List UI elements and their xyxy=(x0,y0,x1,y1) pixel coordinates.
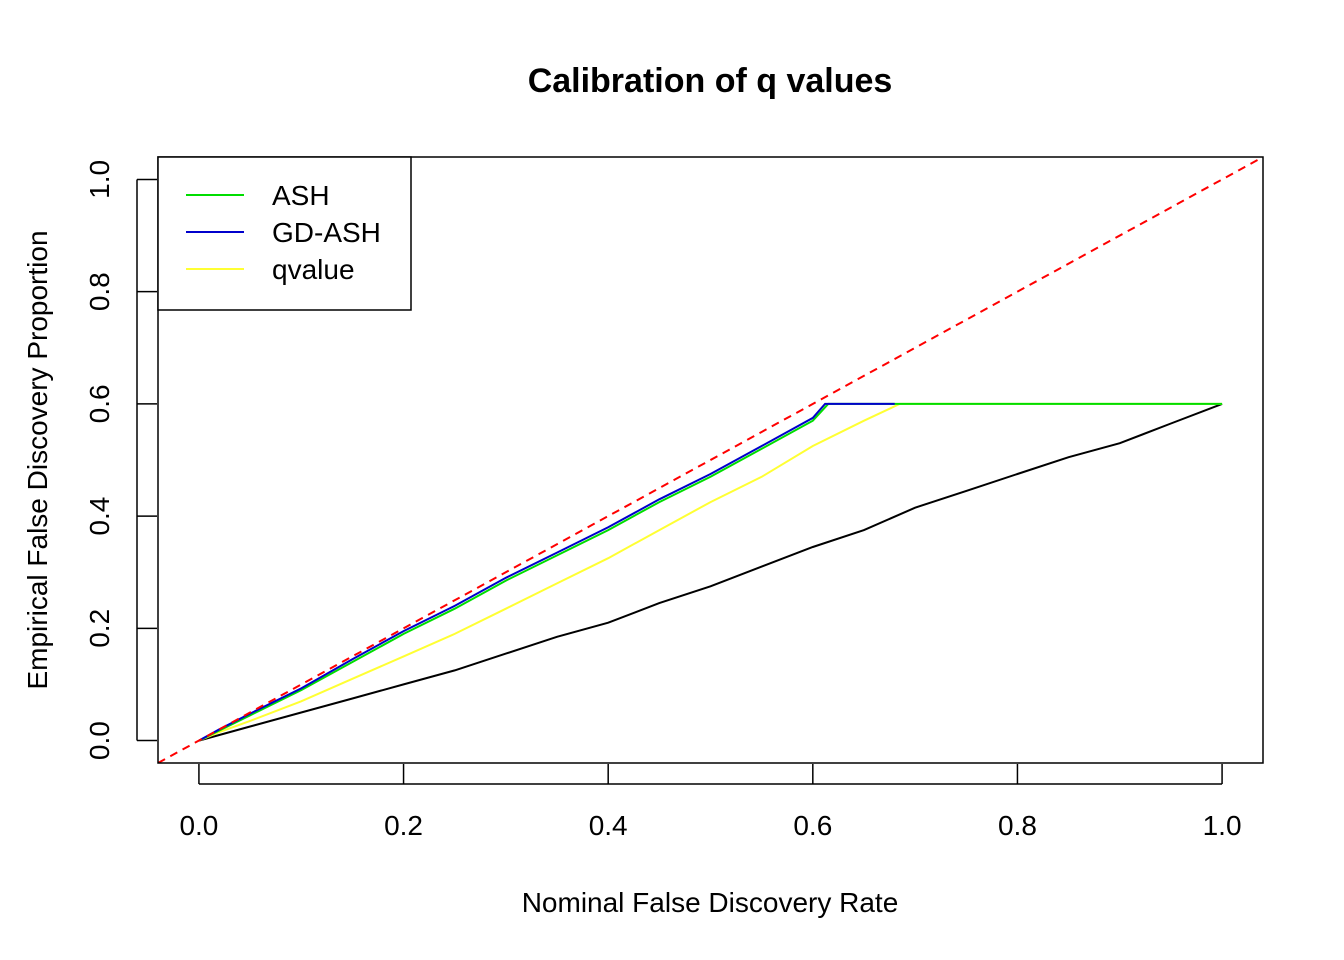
x-tick-label: 0.4 xyxy=(589,810,628,841)
x-tick-label: 0.2 xyxy=(384,810,423,841)
series-line-qvalue xyxy=(198,402,1223,742)
series-line-reference-diagonal xyxy=(158,157,1263,763)
x-tick-label: 0.8 xyxy=(998,810,1037,841)
legend-box xyxy=(157,156,412,311)
legend-label-ash: ASH xyxy=(272,180,330,211)
axes-layer: 0.0 0.2 0.4 0.6 0.8 1.0 0.0 0.2 0.4 0.6 0.8 1.0 xyxy=(84,156,1264,841)
y-tick-label: 0.6 xyxy=(84,384,115,423)
series-line-ash xyxy=(198,402,1223,742)
x-tick-label: 1.0 xyxy=(1203,810,1242,841)
x-tick-label: 0.6 xyxy=(793,810,832,841)
series-layer xyxy=(158,157,1263,763)
chart-title: Calibration of q values xyxy=(528,62,893,100)
y-tick-label: 1.0 xyxy=(84,160,115,199)
y-tick-label: 0.0 xyxy=(84,721,115,760)
plot-frame xyxy=(157,156,1264,764)
y-axis-label: Empirical False Discovery Proportion xyxy=(22,230,53,689)
legend: ASH GD-ASH qvalue xyxy=(157,156,412,311)
legend-label-qvalue: qvalue xyxy=(272,254,355,285)
x-tick-label: 0.0 xyxy=(179,810,218,841)
y-tick-label: 0.2 xyxy=(84,609,115,648)
y-tick-label: 0.8 xyxy=(84,272,115,311)
series-line-gd-ash xyxy=(198,402,895,742)
y-tick-label: 0.4 xyxy=(84,497,115,536)
legend-label-gd-ash: GD-ASH xyxy=(272,217,381,248)
series-line-series-3 xyxy=(198,402,1223,742)
x-axis-label: Nominal False Discovery Rate xyxy=(522,887,899,918)
